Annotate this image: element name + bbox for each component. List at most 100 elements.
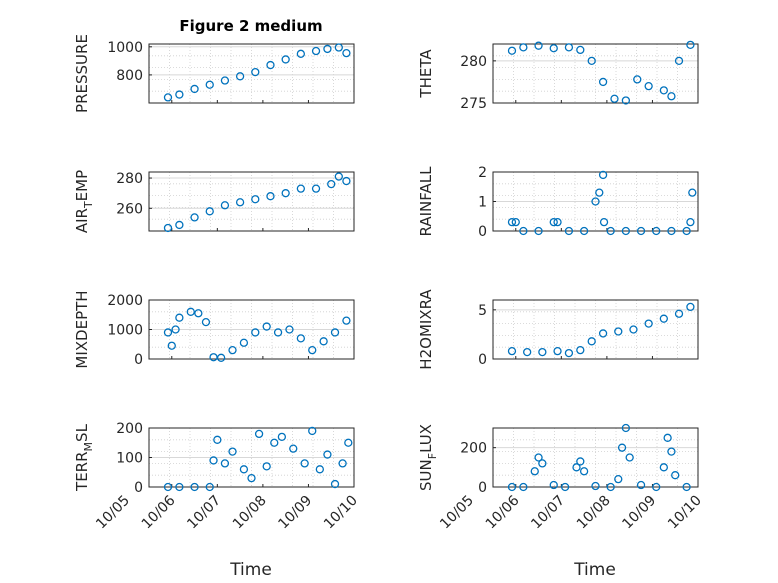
grid bbox=[493, 44, 698, 104]
data-point bbox=[530, 467, 539, 476]
y-label-main: SUN bbox=[417, 459, 435, 491]
data-point bbox=[617, 443, 627, 452]
data-point bbox=[621, 423, 631, 433]
data-point bbox=[247, 473, 256, 483]
axes-box bbox=[148, 43, 355, 104]
data-point bbox=[576, 45, 585, 55]
data-point bbox=[163, 223, 173, 233]
data-point bbox=[549, 44, 558, 53]
data-point bbox=[644, 81, 653, 91]
data-point bbox=[235, 198, 245, 207]
y-axis-label: MIXDEPTH bbox=[73, 290, 91, 368]
x-tick-label: 10/07 bbox=[528, 493, 568, 533]
data-point bbox=[652, 482, 661, 492]
data-point bbox=[587, 56, 596, 66]
data-point bbox=[534, 453, 543, 462]
data-point bbox=[175, 482, 184, 492]
data-point bbox=[599, 217, 609, 227]
data-point bbox=[220, 76, 230, 85]
data-point bbox=[621, 96, 631, 105]
data-point bbox=[235, 72, 245, 81]
data-point bbox=[614, 327, 623, 336]
x-tick-label: 10/08 bbox=[230, 493, 270, 533]
grid bbox=[493, 171, 698, 232]
data-point bbox=[598, 329, 608, 338]
y-tick-label: 275 bbox=[460, 96, 487, 112]
y-label-main: THETA bbox=[417, 49, 435, 99]
y-tick-label: 280 bbox=[116, 171, 143, 187]
y-label-subscript: F bbox=[426, 453, 439, 459]
data-point bbox=[598, 170, 608, 180]
y-label-main: TERR bbox=[73, 451, 91, 492]
data-point bbox=[330, 328, 340, 337]
data-point bbox=[549, 217, 558, 227]
y-tick-label: 1 bbox=[478, 195, 487, 211]
data-point bbox=[579, 467, 589, 476]
data-point bbox=[209, 353, 218, 362]
data-point bbox=[591, 481, 600, 491]
y-axis-label: PRESSURE bbox=[73, 34, 91, 113]
y-tick-label: 100 bbox=[116, 451, 143, 467]
axes-box bbox=[492, 299, 699, 360]
data-point bbox=[344, 438, 353, 447]
data-point bbox=[277, 432, 287, 442]
data-point bbox=[576, 457, 585, 466]
data-point bbox=[163, 328, 173, 337]
y-tick-label: 0 bbox=[478, 224, 487, 240]
data-point bbox=[534, 41, 543, 50]
y-tick-label: 0 bbox=[134, 480, 143, 496]
y-tick-label: 200 bbox=[116, 421, 143, 437]
data-point bbox=[209, 456, 218, 465]
series-markers bbox=[507, 170, 697, 236]
data-point bbox=[308, 345, 317, 355]
data-point bbox=[682, 226, 691, 236]
series-markers bbox=[163, 43, 351, 102]
data-point bbox=[667, 92, 676, 101]
axes-box bbox=[492, 427, 699, 488]
data-point bbox=[507, 217, 517, 227]
data-point bbox=[251, 328, 260, 337]
data-point bbox=[519, 226, 528, 236]
data-point bbox=[216, 353, 226, 362]
x-tick-label: 10/09 bbox=[619, 493, 659, 533]
data-point bbox=[507, 46, 517, 55]
data-point bbox=[342, 316, 351, 325]
y-tick-label: 5 bbox=[478, 303, 487, 319]
y-tick-label: 0 bbox=[478, 352, 487, 368]
data-point bbox=[534, 226, 543, 236]
data-point bbox=[323, 44, 332, 54]
data-point bbox=[595, 188, 604, 197]
y-axis-label: H2OMIXRA bbox=[417, 289, 435, 370]
data-point bbox=[300, 459, 309, 468]
data-point bbox=[553, 217, 562, 227]
data-point bbox=[262, 462, 271, 471]
y-axis-label: TERRMSL bbox=[73, 423, 95, 492]
subplot-8: 0 200 10/05 10/06 10/07 10/08 10/09 10/10 SUNFLU… bbox=[417, 423, 705, 533]
subplot-4: 0 1 2 RAINFALL bbox=[417, 165, 699, 240]
x-tick-label: 10/07 bbox=[184, 493, 224, 533]
data-point bbox=[338, 459, 347, 468]
data-point bbox=[190, 482, 199, 492]
y-tick-label: 0 bbox=[134, 352, 143, 368]
data-point bbox=[667, 447, 676, 456]
y-label-main: MIXDEPTH bbox=[73, 290, 91, 368]
data-point bbox=[606, 226, 615, 236]
data-point bbox=[308, 426, 317, 436]
data-point bbox=[342, 176, 351, 186]
x-tick-label: 10/05 bbox=[93, 493, 133, 533]
data-point bbox=[598, 77, 608, 87]
data-point bbox=[205, 207, 214, 216]
data-point bbox=[686, 217, 695, 227]
y-label-tail: SL bbox=[73, 423, 91, 442]
x-tick-label: 10/09 bbox=[275, 493, 315, 533]
data-point bbox=[564, 43, 574, 52]
data-point bbox=[538, 459, 547, 468]
y-tick-label: 0 bbox=[478, 480, 487, 496]
data-point bbox=[688, 188, 697, 197]
data-point bbox=[606, 482, 615, 492]
data-point bbox=[633, 75, 642, 84]
x-tick-label: 10/05 bbox=[437, 493, 477, 533]
y-label-tail: LUX bbox=[417, 424, 435, 453]
data-point bbox=[175, 220, 184, 230]
data-point bbox=[311, 46, 321, 56]
